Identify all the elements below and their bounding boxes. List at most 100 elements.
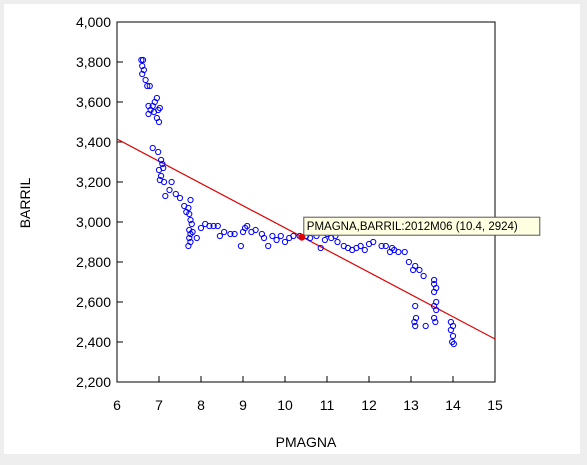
data-point: [214, 222, 221, 230]
data-point: [187, 196, 194, 204]
y-tick-label: 2,800: [76, 254, 111, 270]
data-point: [189, 228, 196, 236]
data-point: [422, 322, 429, 330]
data-point: [317, 244, 324, 252]
x-tick-label: 14: [445, 397, 461, 413]
data-point: [277, 232, 284, 240]
x-tick-label: 12: [361, 397, 377, 413]
data-point: [185, 242, 192, 250]
tooltip-box: [303, 216, 541, 236]
data-point: [449, 332, 457, 340]
data-point: [144, 82, 151, 90]
data-point: [153, 94, 160, 102]
x-tick-label: 9: [239, 397, 247, 413]
data-point: [244, 222, 251, 230]
x-tick-label: 6: [113, 397, 121, 413]
data-point: [139, 70, 146, 78]
data-point: [378, 242, 385, 250]
y-tick-label: 3,800: [76, 54, 111, 70]
data-point: [168, 178, 175, 186]
data-point: [269, 232, 276, 240]
data-point: [162, 192, 169, 200]
data-point: [412, 322, 419, 330]
x-tick-label: 8: [197, 397, 205, 413]
data-point: [158, 172, 165, 180]
y-axis-title: BARRIL: [17, 178, 33, 229]
data-point: [197, 224, 205, 232]
x-tick-label: 11: [320, 397, 335, 413]
data-point: [186, 210, 193, 218]
data-point: [431, 276, 438, 284]
data-point: [432, 318, 439, 326]
data-point: [155, 148, 162, 156]
x-axis-title: PMAGNA: [276, 434, 337, 450]
x-tick-label: 10: [277, 397, 293, 413]
x-tick-label: 13: [403, 397, 419, 413]
data-point: [206, 222, 213, 230]
data-point: [447, 326, 454, 334]
data-point: [156, 104, 163, 112]
data-point: [411, 318, 418, 326]
plot-layer: 2,200 2,400 2,600 2,800 3,000 3,200 3,400 3,600…: [76, 14, 541, 413]
data-point: [155, 166, 163, 174]
data-point: [187, 216, 194, 224]
data-point: [370, 238, 377, 246]
y-tick-label: 3,400: [76, 134, 111, 150]
data-point: [145, 110, 152, 118]
y-tick-label: 3,200: [76, 174, 111, 190]
data-point: [139, 62, 146, 70]
data-point: [433, 306, 440, 314]
data-point: [357, 242, 364, 250]
data-point: [176, 194, 184, 202]
data-point: [405, 258, 412, 266]
data-point: [160, 178, 168, 186]
data-point: [186, 226, 193, 234]
data-point: [149, 144, 156, 152]
data-point: [412, 314, 420, 322]
data-point: [158, 156, 165, 164]
data-point: [321, 236, 328, 244]
data-point: [431, 314, 438, 322]
data-point: [227, 230, 234, 238]
data-point: [416, 266, 423, 274]
data-point: [140, 66, 147, 74]
data-point: [382, 242, 389, 250]
y-tick-label: 3,600: [76, 94, 111, 110]
data-point: [395, 248, 402, 256]
data-point: [210, 222, 217, 230]
x-tick-label: 15: [487, 397, 503, 413]
data-point: [273, 236, 280, 244]
data-point: [159, 160, 166, 168]
data-point: [166, 186, 173, 194]
plot-area: [116, 21, 496, 383]
data-point: [139, 56, 147, 64]
data-point: [185, 204, 192, 212]
y-tick-label: 2,200: [76, 374, 111, 390]
data-point: [290, 232, 297, 240]
data-point: [216, 232, 223, 240]
data-point: [146, 82, 153, 90]
data-point: [412, 302, 419, 310]
data-point: [265, 242, 272, 250]
data-point: [142, 76, 149, 84]
data-point: [172, 190, 179, 198]
data-point: [334, 238, 341, 246]
data-point: [252, 226, 259, 234]
data-point: [431, 288, 438, 296]
y-tick-label: 3,000: [76, 214, 111, 230]
data-point: [193, 234, 200, 242]
data-point: [412, 262, 419, 270]
data-point: [186, 234, 193, 242]
data-point: [361, 246, 368, 254]
data-point: [401, 248, 408, 256]
data-point: [231, 230, 238, 238]
data-point: [260, 234, 268, 242]
data-point: [188, 220, 195, 228]
tooltip-text: PMAGNA,BARRIL:2012M06 (10.4, 2924): [307, 221, 518, 233]
data-point: [237, 242, 244, 250]
y-tick-label: 2,600: [76, 294, 111, 310]
x-tick-label: 7: [155, 397, 163, 413]
data-point: [221, 228, 228, 236]
